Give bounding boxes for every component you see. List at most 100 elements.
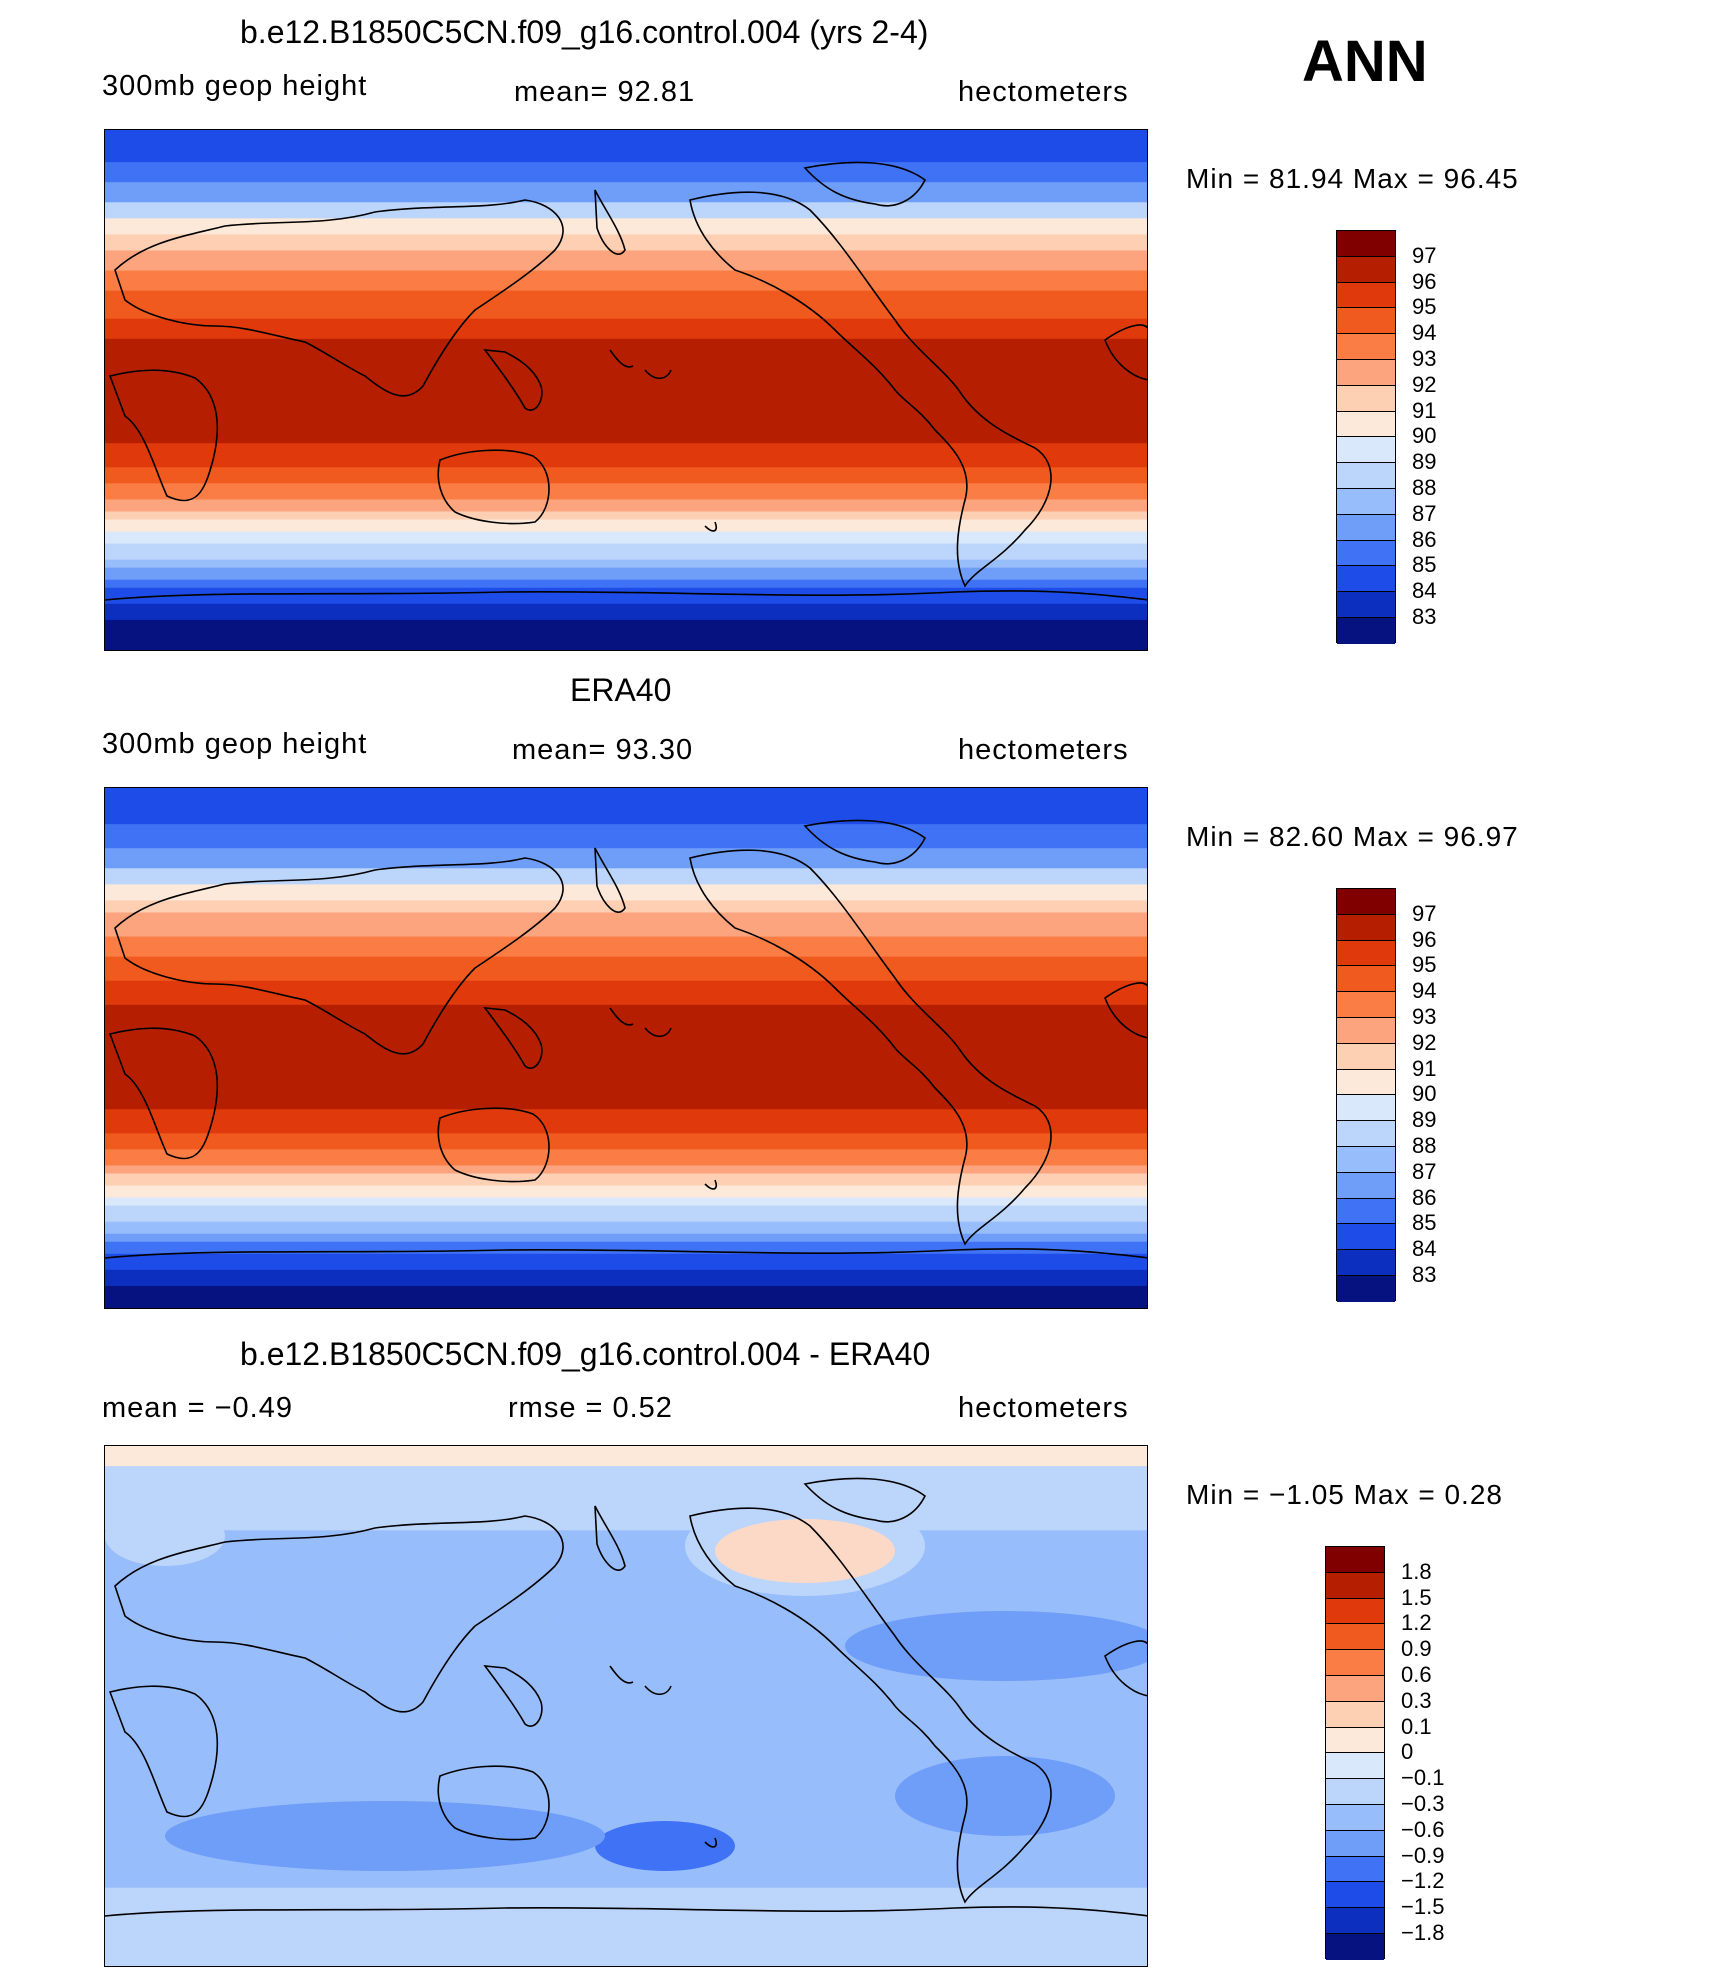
season-title: ANN	[1302, 29, 1428, 94]
contour-band	[105, 1213, 1147, 1219]
colorbar-swatch	[1337, 940, 1395, 967]
panel-3-coastlines	[105, 1477, 1147, 1917]
contour-band	[105, 832, 1147, 837]
contour-band	[105, 1899, 1147, 1905]
contour-band	[105, 840, 1147, 845]
contour-band	[105, 298, 1147, 304]
contour-band	[105, 1646, 1147, 1652]
colorbar-tick-label: 96	[1412, 926, 1437, 952]
contour-band	[105, 1028, 1147, 1034]
panel-1-contour-field	[105, 130, 1147, 650]
colorbar-swatch	[1337, 914, 1395, 941]
contour-band	[105, 391, 1147, 396]
colorbar-swatch	[1337, 1198, 1395, 1225]
contour-band	[105, 1534, 1147, 1539]
contour-band	[105, 1514, 1147, 1519]
contour-band	[105, 1923, 1147, 1929]
colorbar-swatch	[1337, 1121, 1395, 1147]
contour-band	[105, 1767, 1147, 1772]
colorbar-swatch	[1326, 1547, 1384, 1573]
contour-band	[105, 1743, 1147, 1748]
contour-band	[105, 1598, 1147, 1604]
panel-3-title: b.e12.B1850C5CN.f09_g16.control.004 - ER…	[240, 1336, 931, 1372]
colorbar-tick-label: 85	[1412, 552, 1437, 578]
contour-band	[105, 1245, 1147, 1251]
contour-band	[105, 158, 1147, 163]
contour-band	[105, 1470, 1147, 1475]
contour-band	[105, 1618, 1147, 1624]
panel-1-units-label: hectometers	[958, 76, 1129, 108]
colorbar-swatch	[1337, 334, 1395, 360]
contour-band	[105, 1000, 1147, 1006]
contour-band	[105, 1586, 1147, 1592]
contour-band	[105, 1209, 1147, 1215]
colorbar-tick-label: 87	[1412, 1158, 1437, 1184]
contour-band	[105, 362, 1147, 368]
contour-band	[105, 290, 1147, 296]
contour-band	[105, 1057, 1147, 1062]
contour-band	[105, 274, 1147, 280]
contour-band	[105, 828, 1147, 833]
contour-band	[105, 639, 1147, 645]
contour-band	[105, 186, 1147, 191]
contour-band	[105, 1955, 1147, 1961]
colorbar-swatch	[1326, 1727, 1384, 1754]
contour-band	[105, 214, 1147, 219]
contour-band	[105, 1293, 1147, 1299]
contour-band	[105, 1702, 1147, 1708]
contour-band	[105, 1775, 1147, 1780]
contour-band	[105, 1875, 1147, 1881]
contour-band	[105, 403, 1147, 408]
colorbar-swatch	[1326, 1933, 1384, 1960]
colorbar-swatch	[1326, 1675, 1384, 1702]
contour-band	[105, 1654, 1147, 1660]
contour-band	[105, 1036, 1147, 1042]
contour-band	[105, 1927, 1147, 1933]
contour-band	[105, 804, 1147, 809]
colorbar-swatch	[1337, 566, 1395, 593]
colorbar-swatch	[1326, 1650, 1384, 1676]
contour-band	[105, 535, 1147, 541]
contour-band	[105, 507, 1147, 513]
contour-band	[105, 599, 1147, 605]
contour-band	[105, 820, 1147, 825]
contour-band	[105, 816, 1147, 821]
colorbar-swatch	[1326, 1804, 1384, 1831]
colorbar-swatch	[1337, 411, 1395, 438]
colorbar-boxes	[1336, 888, 1396, 1302]
contour-band	[105, 1947, 1147, 1953]
contour-band	[105, 635, 1147, 641]
panel-2-coastlines	[105, 819, 1147, 1259]
contour-band	[105, 1053, 1147, 1058]
contour-band	[105, 194, 1147, 199]
contour-band	[105, 563, 1147, 569]
contour-band	[105, 1666, 1147, 1672]
contour-band	[105, 1117, 1147, 1122]
contour-band	[105, 603, 1147, 609]
colorbar-tick-label: 91	[1412, 1055, 1437, 1081]
contour-band	[105, 382, 1147, 388]
contour-band	[105, 134, 1147, 139]
contour-band	[105, 1265, 1147, 1271]
contour-band	[105, 1093, 1147, 1098]
contour-band	[105, 559, 1147, 565]
panel-1-minmax: Min = 81.94 Max = 96.45	[1186, 163, 1519, 194]
colorbar-swatch	[1337, 992, 1395, 1018]
colorbar-tick-label: 94	[1412, 320, 1437, 346]
panel-2-title: ERA40	[570, 672, 672, 708]
contour-band	[105, 583, 1147, 589]
contour-band	[105, 358, 1147, 364]
contour-band	[105, 427, 1147, 432]
contour-band	[105, 595, 1147, 601]
contour-band	[105, 1221, 1147, 1227]
contour-band	[105, 864, 1147, 869]
colorbar-tick-label: 0	[1401, 1739, 1414, 1765]
colorbar-swatch	[1326, 1830, 1384, 1857]
contour-band	[105, 511, 1147, 517]
contour-band	[105, 916, 1147, 922]
contour-band	[105, 1542, 1147, 1547]
contour-band	[105, 555, 1147, 561]
contour-band	[105, 1723, 1147, 1728]
colorbar-swatch	[1326, 1908, 1384, 1934]
contour-band	[105, 880, 1147, 885]
